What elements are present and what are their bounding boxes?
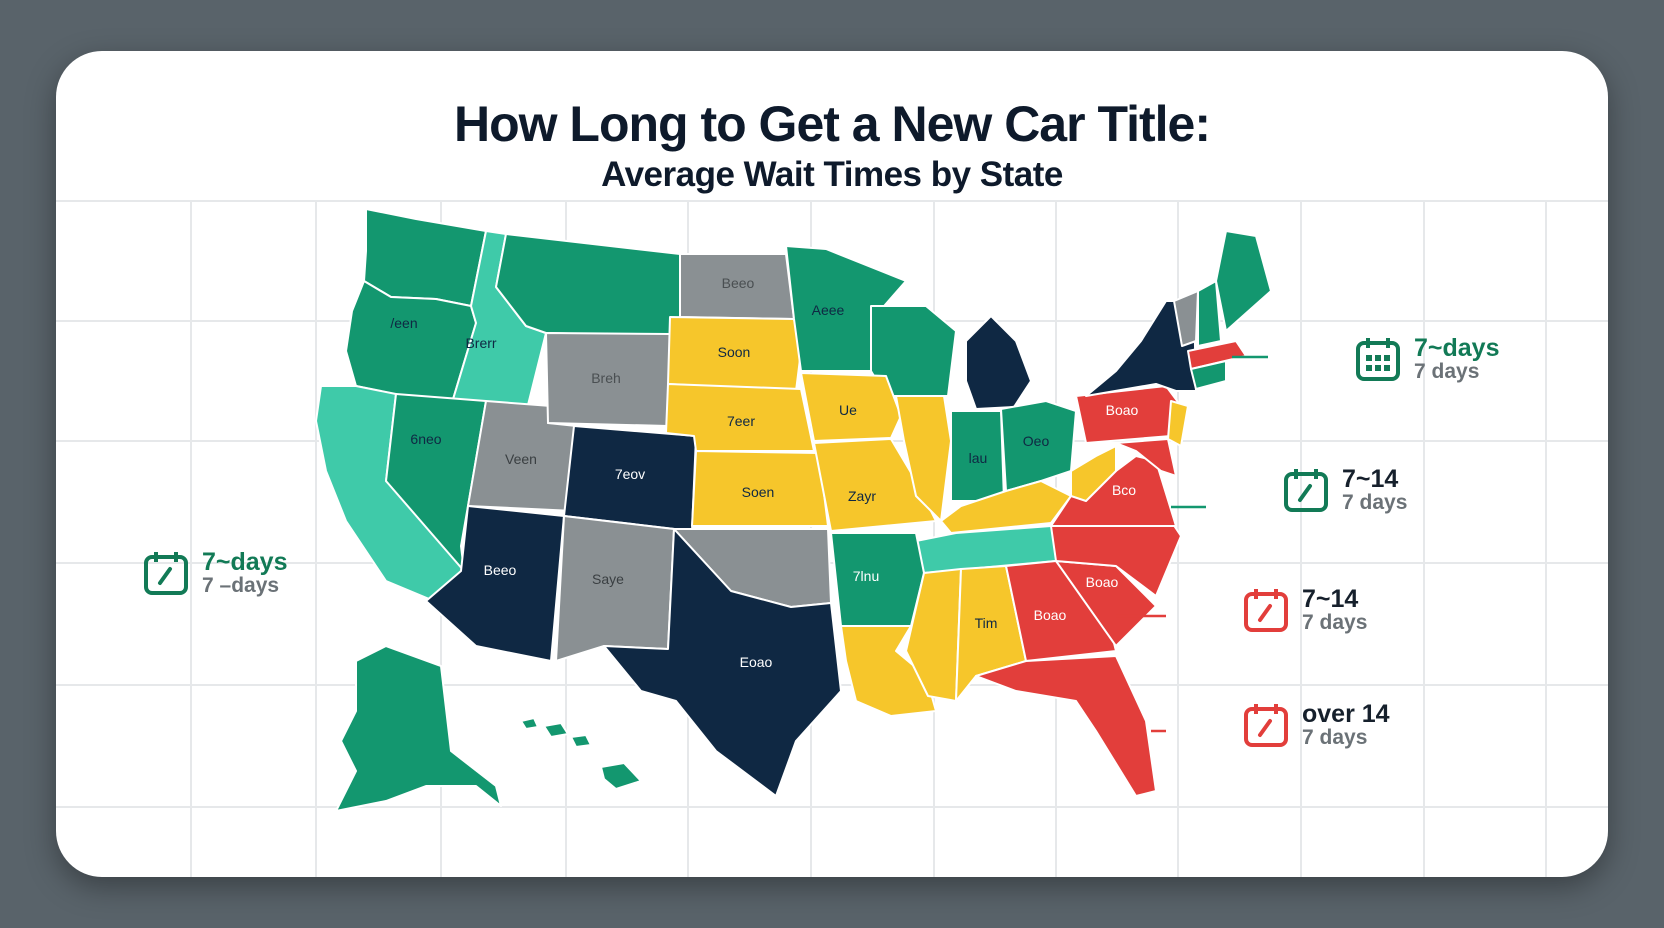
label-colorado: 7eov [615, 466, 645, 482]
state-maine [1215, 230, 1272, 332]
legend-west: 7~days 7 –days [142, 549, 288, 597]
legend-over-days: 7 days [1302, 726, 1368, 750]
label-iowa: Ue [839, 402, 857, 418]
label-kansas: Soen [742, 484, 775, 500]
label-arkansas: 7lnu [853, 568, 879, 584]
legend-connectors-red [1116, 614, 1166, 733]
legend-mid-atlantic-range: 7~14 [1342, 465, 1399, 493]
legend-west-range: 7~days [202, 548, 288, 576]
state-alaska [335, 645, 502, 812]
calendar-check-icon [1244, 704, 1288, 748]
us-map: /een Brerr Beeo Aeee 6neo Breh Soon 7eer… [56, 200, 1608, 877]
label-nevada: 6neo [410, 431, 441, 447]
legend-west-days: 7 –days [202, 574, 280, 598]
legend-connectors [1171, 355, 1268, 509]
label-nebraska: 7eer [727, 413, 755, 429]
label-indiana: lau [969, 450, 988, 466]
state-maryland [1115, 438, 1177, 477]
label-minnesota: Aeee [812, 302, 845, 318]
calendar-check-icon [144, 552, 188, 596]
label-north-dakota: Beeo [722, 275, 755, 291]
page-title: How Long to Get a New Car Title: [453, 96, 1211, 152]
label-missouri: Zayr [848, 488, 876, 504]
label-south-dakota: Soon [718, 344, 751, 360]
calendar-check-icon [1284, 469, 1328, 513]
label-georgia: Boao [1034, 607, 1067, 623]
label-arizona: Beeo [484, 562, 517, 578]
state-west-virginia [1070, 445, 1117, 502]
state-montana [495, 233, 681, 337]
label-idaho: Brerr [465, 335, 496, 351]
label-alabama: Tim [975, 615, 998, 631]
legend-northeast: 7~days 7 days [1354, 335, 1500, 383]
state-hawaii-3 [570, 734, 592, 748]
state-louisiana [840, 625, 937, 717]
state-new-jersey [1167, 400, 1189, 447]
legend-mid-atlantic-days: 7 days [1342, 491, 1408, 515]
legend-southeast-days: 7 days [1302, 611, 1368, 635]
infographic-card: How Long to Get a New Car Title: Average… [56, 51, 1608, 877]
legend-southeast-range: 7~14 [1302, 585, 1359, 613]
state-texas [603, 528, 842, 797]
state-kansas [691, 450, 829, 527]
label-oregon: /een [390, 315, 417, 331]
legend-over-range: over 14 [1302, 700, 1390, 728]
state-new-mexico [555, 515, 675, 662]
legend-over: over 14 7 days [1242, 701, 1390, 749]
state-wisconsin [870, 305, 957, 397]
page-subtitle: Average Wait Times by State [601, 155, 1063, 194]
calendar-grid-icon [1356, 338, 1400, 382]
state-hawaii-2 [543, 722, 569, 738]
state-mississippi [905, 568, 962, 702]
label-new-mexico: Saye [592, 571, 624, 587]
state-hawaii-1 [520, 717, 539, 730]
state-new-hampshire [1197, 280, 1222, 347]
label-wyoming: Breh [591, 370, 621, 386]
label-north-carolina: Boao [1086, 574, 1119, 590]
legend-mid-atlantic: 7~14 7 days [1282, 466, 1407, 514]
label-utah: Veen [505, 451, 537, 467]
state-connecticut [1190, 360, 1227, 390]
legend-southeast: 7~14 7 days [1242, 586, 1367, 634]
label-ohio: Oeo [1023, 433, 1050, 449]
state-iowa [800, 372, 902, 442]
state-florida [975, 655, 1157, 797]
state-south-dakota [667, 316, 802, 392]
label-pennsylvania: Boao [1106, 402, 1139, 418]
legend-northeast-range: 7~days [1414, 334, 1500, 362]
state-hawaii-4 [600, 762, 642, 790]
state-vermont [1173, 290, 1199, 347]
label-texas: Eoao [740, 654, 773, 670]
legend-northeast-days: 7 days [1414, 360, 1480, 384]
label-virginia: Bco [1112, 482, 1136, 498]
state-michigan [965, 315, 1032, 410]
calendar-check-icon [1244, 589, 1288, 633]
